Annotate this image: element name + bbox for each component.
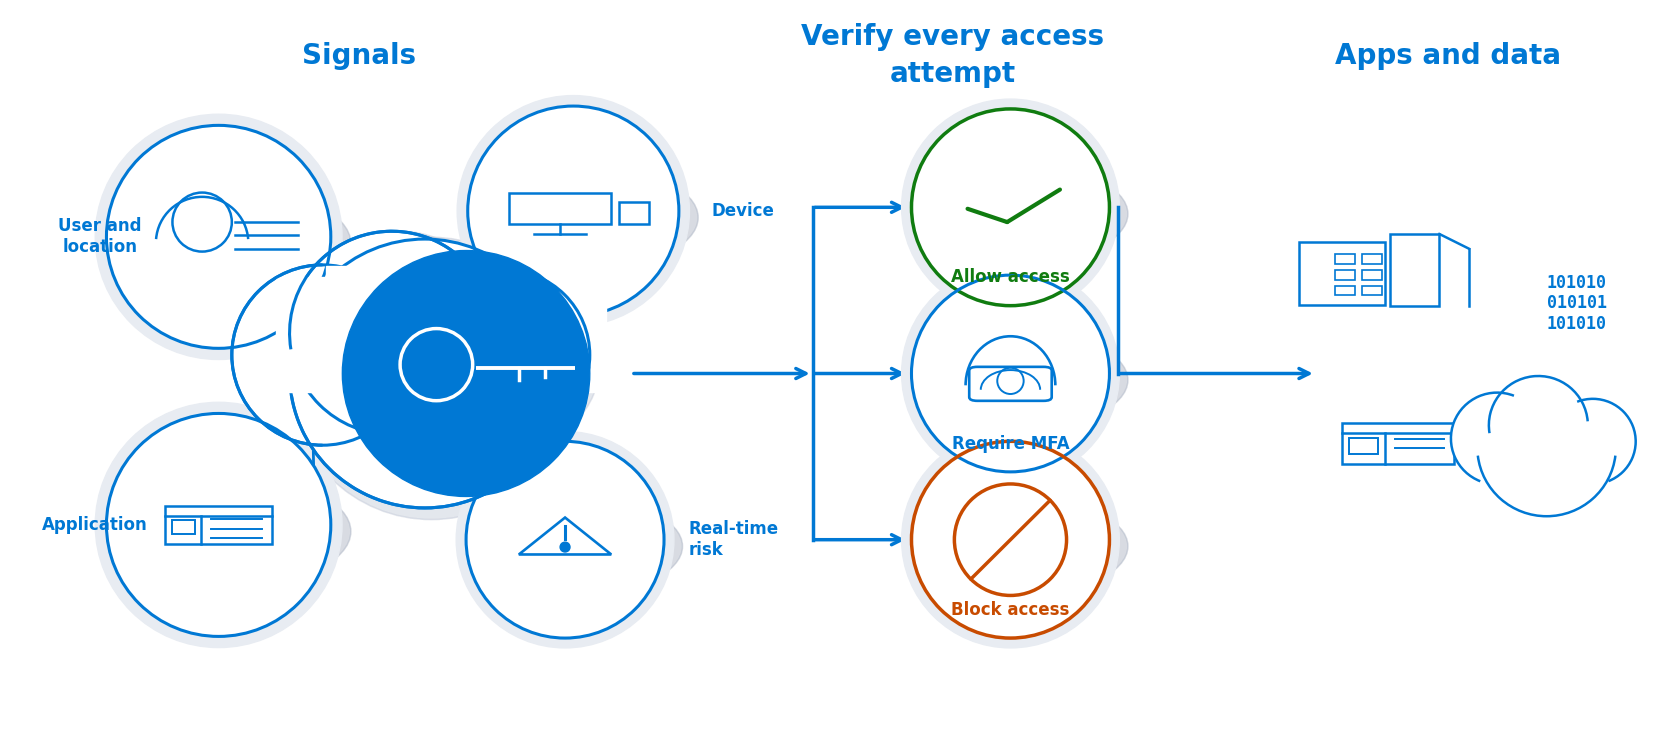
Ellipse shape xyxy=(901,265,1118,482)
Text: Allow access: Allow access xyxy=(951,268,1069,286)
Circle shape xyxy=(461,497,683,596)
Ellipse shape xyxy=(421,270,600,450)
Ellipse shape xyxy=(1549,399,1635,484)
Bar xyxy=(1334,255,1354,264)
Ellipse shape xyxy=(292,231,505,444)
Ellipse shape xyxy=(234,265,424,455)
Bar xyxy=(1360,255,1380,264)
Circle shape xyxy=(461,164,698,270)
Text: Verify every access
attempt: Verify every access attempt xyxy=(800,23,1104,88)
Circle shape xyxy=(461,164,698,270)
Ellipse shape xyxy=(560,542,570,552)
Bar xyxy=(1334,270,1354,279)
Ellipse shape xyxy=(94,403,341,648)
Bar xyxy=(1360,286,1380,295)
Circle shape xyxy=(906,164,1127,264)
Circle shape xyxy=(906,497,1127,596)
Ellipse shape xyxy=(911,275,1109,472)
Circle shape xyxy=(461,164,698,270)
Bar xyxy=(1360,270,1380,279)
Ellipse shape xyxy=(341,250,590,497)
Bar xyxy=(509,193,611,223)
Text: Device: Device xyxy=(711,202,774,220)
Ellipse shape xyxy=(106,125,331,348)
Bar xyxy=(1334,286,1354,295)
Ellipse shape xyxy=(911,441,1109,638)
Text: Apps and data: Apps and data xyxy=(1334,42,1559,70)
Circle shape xyxy=(99,187,351,300)
Text: User and
location: User and location xyxy=(58,217,141,256)
Circle shape xyxy=(99,187,351,300)
Circle shape xyxy=(99,475,351,588)
Bar xyxy=(166,506,272,544)
Circle shape xyxy=(906,164,1127,264)
Ellipse shape xyxy=(466,441,664,638)
Circle shape xyxy=(906,497,1127,596)
Circle shape xyxy=(906,330,1127,430)
Circle shape xyxy=(906,330,1127,430)
Ellipse shape xyxy=(290,238,573,520)
Circle shape xyxy=(461,497,683,596)
Ellipse shape xyxy=(292,231,505,444)
Ellipse shape xyxy=(290,238,573,520)
Circle shape xyxy=(461,497,683,596)
Ellipse shape xyxy=(290,232,494,435)
Circle shape xyxy=(99,187,351,300)
Text: Signals: Signals xyxy=(302,42,416,70)
Circle shape xyxy=(906,330,1127,430)
Ellipse shape xyxy=(1488,376,1587,474)
Circle shape xyxy=(99,187,351,300)
Bar xyxy=(1299,242,1384,306)
Ellipse shape xyxy=(290,238,573,520)
Circle shape xyxy=(906,330,1127,430)
Circle shape xyxy=(461,497,683,596)
Ellipse shape xyxy=(421,270,600,450)
Text: Real-time
risk: Real-time risk xyxy=(688,521,779,559)
Circle shape xyxy=(461,164,698,270)
Text: Application: Application xyxy=(41,516,147,534)
Ellipse shape xyxy=(421,270,600,450)
Bar xyxy=(1341,423,1453,465)
Ellipse shape xyxy=(911,109,1109,306)
Ellipse shape xyxy=(1476,379,1616,516)
Circle shape xyxy=(906,497,1127,596)
Circle shape xyxy=(99,475,351,588)
Bar xyxy=(172,521,194,534)
Ellipse shape xyxy=(467,106,678,316)
Bar xyxy=(1463,381,1629,455)
Ellipse shape xyxy=(414,343,457,386)
Ellipse shape xyxy=(901,99,1118,315)
Ellipse shape xyxy=(456,432,673,648)
Circle shape xyxy=(99,475,351,588)
Text: Block access: Block access xyxy=(951,601,1069,619)
Ellipse shape xyxy=(106,413,331,636)
Ellipse shape xyxy=(292,231,505,444)
Text: 101010
010101
101010: 101010 010101 101010 xyxy=(1546,273,1606,333)
Circle shape xyxy=(99,475,351,588)
Ellipse shape xyxy=(292,231,505,444)
Ellipse shape xyxy=(418,270,590,440)
Ellipse shape xyxy=(290,239,560,508)
Text: Require MFA: Require MFA xyxy=(951,435,1069,453)
Bar xyxy=(1389,234,1438,306)
Ellipse shape xyxy=(232,265,413,445)
Ellipse shape xyxy=(234,265,424,455)
Bar xyxy=(326,266,557,381)
Bar xyxy=(1347,438,1377,454)
Ellipse shape xyxy=(1450,393,1543,484)
Circle shape xyxy=(906,164,1127,264)
Bar xyxy=(620,202,650,224)
Circle shape xyxy=(906,497,1127,596)
Ellipse shape xyxy=(234,265,424,455)
Ellipse shape xyxy=(421,270,600,450)
Ellipse shape xyxy=(457,96,689,326)
Ellipse shape xyxy=(234,265,424,455)
Ellipse shape xyxy=(901,432,1118,648)
Bar xyxy=(277,277,606,392)
Ellipse shape xyxy=(94,114,341,359)
Ellipse shape xyxy=(290,238,573,520)
Circle shape xyxy=(906,164,1127,264)
